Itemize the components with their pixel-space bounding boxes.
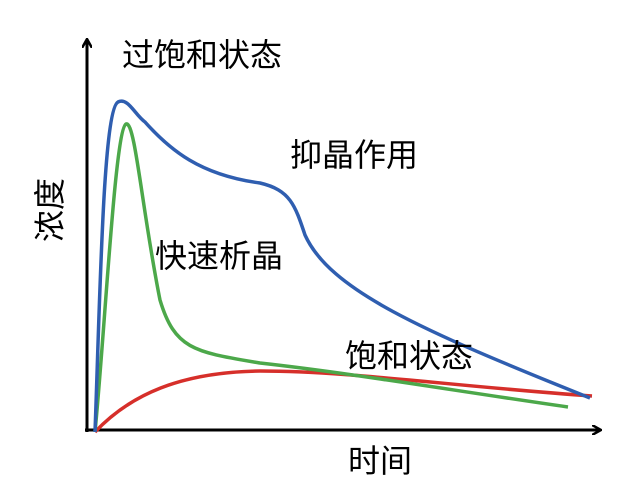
annotation: 抑晶作用	[290, 136, 418, 174]
annotation: 饱和状态	[345, 337, 473, 375]
saturation-curve	[93, 369, 593, 434]
y-axis-label: 浓度	[31, 178, 69, 242]
rapid-crystallization-curve	[93, 122, 569, 433]
annotation: 过饱和状态	[122, 36, 282, 74]
inhibition-curve	[93, 99, 591, 433]
x-axis-label: 时间	[348, 442, 412, 480]
annotation: 快速析晶	[155, 237, 283, 275]
